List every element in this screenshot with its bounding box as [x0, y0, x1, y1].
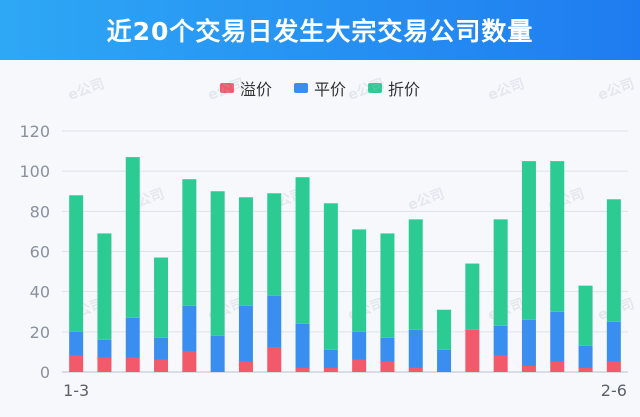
bar-premium — [380, 361, 395, 372]
bar-discount — [125, 157, 140, 318]
bar-discount — [352, 229, 367, 332]
watermark: e公司 — [406, 186, 447, 214]
watermark: e公司 — [206, 76, 247, 104]
bar-discount — [437, 309, 452, 350]
bar-par — [238, 305, 253, 362]
bar-premium — [182, 351, 197, 372]
bar-discount — [69, 195, 84, 332]
bar-par — [182, 305, 197, 352]
bar-par — [493, 325, 508, 356]
bar-discount — [238, 197, 253, 306]
y-tick-label: 80 — [30, 202, 50, 221]
bar-premium — [465, 329, 480, 372]
bar-par — [295, 323, 310, 368]
bar-discount — [210, 191, 225, 336]
watermark: e公司 — [596, 76, 637, 104]
bar-premium — [154, 359, 169, 372]
x-tick-label: 2-6 — [601, 381, 627, 400]
legend-label-discount: 折价 — [388, 80, 421, 99]
bar-premium — [493, 355, 508, 372]
bar-par — [380, 337, 395, 362]
bar-discount — [267, 193, 282, 296]
bar-discount — [521, 161, 536, 320]
chart-title: 近20个交易日发生大宗交易公司数量 — [106, 17, 534, 46]
y-tick-label: 120 — [19, 122, 50, 141]
bar-discount — [295, 177, 310, 324]
bar-par — [69, 331, 84, 356]
y-tick-label: 0 — [40, 363, 50, 382]
y-tick-label: 20 — [30, 323, 50, 342]
bar-premium — [578, 367, 593, 372]
legend-label-par: 平价 — [313, 80, 346, 99]
legend-swatch-discount — [368, 83, 382, 93]
bar-premium — [238, 361, 253, 372]
bar-discount — [97, 233, 112, 340]
bar-premium — [69, 355, 84, 372]
bar-discount — [182, 179, 197, 306]
bar-premium — [521, 365, 536, 372]
bar-par — [408, 329, 423, 368]
bar-par — [125, 317, 140, 358]
watermark: e公司 — [66, 76, 107, 104]
bar-premium — [295, 367, 310, 372]
legend-label-premium: 溢价 — [239, 80, 272, 99]
chart-header: 近20个交易日发生大宗交易公司数量 — [0, 0, 640, 60]
bar-premium — [267, 347, 282, 372]
bar-par — [550, 311, 565, 362]
bar-par — [154, 337, 169, 360]
bar-par — [521, 319, 536, 366]
bar-premium — [97, 357, 112, 372]
watermark: e公司 — [346, 76, 387, 104]
legend-item-par[interactable]: 平价 — [293, 76, 346, 100]
bar-par — [210, 335, 225, 372]
bar-discount — [465, 263, 480, 330]
bar-discount — [550, 161, 565, 312]
bar-premium — [606, 361, 621, 372]
bar-par — [437, 349, 452, 372]
bar-discount — [606, 199, 621, 322]
legend-item-discount[interactable]: 折价 — [368, 76, 420, 100]
bar-par — [267, 295, 282, 348]
watermark: e公司 — [486, 76, 527, 104]
y-tick-label: 40 — [30, 283, 50, 302]
bar-par — [323, 349, 338, 368]
legend-swatch-premium — [219, 83, 234, 93]
bar-par — [352, 331, 367, 360]
legend-item-premium[interactable]: 溢价 — [219, 76, 272, 100]
legend: 溢价 平价 折价 — [0, 76, 640, 100]
bar-premium — [352, 359, 367, 372]
bar-par — [578, 345, 593, 368]
bar-discount — [380, 233, 395, 338]
x-tick-label: 1-3 — [63, 381, 89, 400]
bar-premium — [550, 361, 565, 372]
y-tick-label: 100 — [19, 162, 50, 181]
bar-premium — [408, 367, 423, 372]
y-tick-label: 60 — [30, 243, 50, 262]
legend-swatch-par — [293, 83, 308, 93]
bar-discount — [154, 257, 169, 338]
bar-discount — [578, 285, 593, 346]
bar-discount — [493, 219, 508, 326]
bar-par — [606, 321, 621, 362]
bar-premium — [323, 367, 338, 372]
bar-premium — [125, 357, 140, 372]
bar-par — [97, 339, 112, 358]
bar-discount — [323, 203, 338, 350]
bar-discount — [408, 219, 423, 330]
